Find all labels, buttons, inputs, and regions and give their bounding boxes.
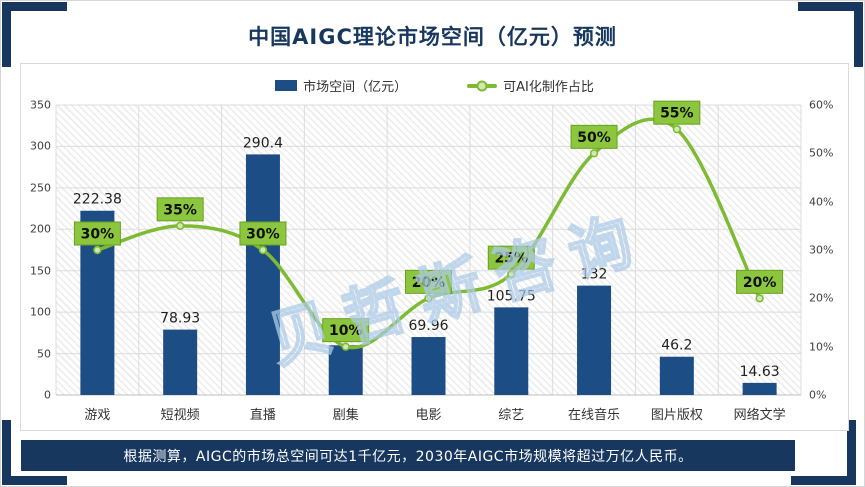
- line-marker: [589, 149, 599, 158]
- y-left-tick: 100: [30, 305, 51, 319]
- bar-剧集: [328, 345, 363, 395]
- bar-value-label: 78.93: [160, 311, 200, 327]
- y-right-tick: 40%: [809, 195, 834, 209]
- legend-item-market-space: 市场空间（亿元）: [275, 76, 407, 95]
- y-left-tick: 50: [37, 347, 51, 361]
- pct-label: 25%: [495, 251, 529, 267]
- pct-label: 10%: [329, 323, 363, 339]
- x-category-label: 剧集: [332, 408, 359, 423]
- page-title: 中国AIGC理论市场空间（亿元）预测: [248, 25, 617, 49]
- bar-value-label: 105.75: [487, 288, 536, 304]
- footer-text: 根据测算，AIGC的市场总空间可达1千亿元，2030年AIGC市场规模将超过万亿…: [123, 448, 693, 465]
- y-axis-left: 0 50 100 150 200 250 300 350: [21, 99, 51, 402]
- pct-label-box: [322, 318, 370, 343]
- y-right-tick: 0%: [809, 388, 827, 402]
- y-left-tick: 150: [30, 264, 51, 278]
- chart-panel: 市场空间（亿元） 可AI化制作占比 0 50 100 150 200 250 300 350 …: [20, 63, 849, 431]
- y-right-tick: 10%: [809, 340, 834, 354]
- bar-series-swatch-icon: [275, 80, 298, 91]
- pct-label-box: [736, 269, 784, 294]
- x-category-label: 在线音乐: [568, 408, 621, 423]
- x-category-label: 电影: [415, 408, 442, 423]
- x-axis: 游戏 短视频 直播 剧集 电影 综艺 在线音乐 图片版权 网络文学: [56, 404, 801, 424]
- y-left-tick: 300: [30, 139, 51, 153]
- plot-area: 222.38 78.93 290.4 69.96 105.75 132 46.2 14.63 3…: [55, 100, 802, 396]
- line-marker: [258, 245, 268, 255]
- pct-label: 50%: [577, 130, 611, 146]
- y-left-tick: 0: [44, 388, 51, 402]
- line-marker: [755, 294, 764, 303]
- y-right-tick: 30%: [809, 243, 834, 257]
- corner-bracket-top-right: [798, 2, 863, 67]
- chart-legend: 市场空间（亿元） 可AI化制作占比: [21, 76, 848, 95]
- x-category-label: 网络文学: [733, 408, 786, 423]
- bar-电影: [411, 337, 446, 395]
- bar-value-label: 46.2: [661, 338, 692, 354]
- bar-value-label: 132: [581, 267, 608, 283]
- line-marker: [93, 245, 102, 255]
- footer-band: 根据测算，AIGC的市场总空间可达1千亿元，2030年AIGC市场规模将超过万亿…: [21, 440, 795, 471]
- y-left-tick: 200: [30, 222, 51, 236]
- y-left-tick: 350: [30, 98, 51, 112]
- line-marker: [424, 294, 433, 303]
- x-category-label: 短视频: [160, 408, 200, 423]
- pct-label-box: [73, 221, 121, 246]
- bar-value-label: 69.96: [408, 318, 448, 334]
- y-right-tick: 20%: [809, 291, 834, 305]
- corner-bracket-bottom-left: [2, 420, 67, 485]
- line-marker: [341, 342, 350, 351]
- line-marker: [672, 124, 682, 134]
- line-series-swatch-icon: [467, 80, 498, 91]
- pct-label: 20%: [412, 275, 446, 291]
- corner-bracket-top-left: [2, 2, 67, 67]
- bar-综艺: [494, 307, 529, 395]
- legend-item-ai-ratio: 可AI化制作占比: [467, 76, 594, 95]
- bar-图片版权: [659, 356, 694, 395]
- bar-网络文学: [742, 382, 777, 395]
- bar-value-label: 14.63: [740, 364, 780, 380]
- legend-line-label: 可AI化制作占比: [503, 80, 594, 95]
- pct-label-box: [156, 197, 204, 222]
- legend-bar-label: 市场空间（亿元）: [303, 80, 408, 95]
- x-category-label: 游戏: [84, 408, 111, 423]
- x-category-label: 图片版权: [650, 408, 703, 423]
- pct-label-box: [487, 245, 535, 270]
- y-axis-right: 0% 10% 20% 30% 40% 50% 60%: [809, 99, 849, 402]
- pct-label: 30%: [246, 227, 280, 243]
- pct-label-box: [570, 124, 618, 149]
- x-category-label: 直播: [249, 408, 276, 423]
- pct-label: 35%: [163, 202, 197, 218]
- bar-在线音乐: [577, 285, 612, 395]
- combo-chart: 222.38 78.93 290.4 69.96 105.75 132 46.2 14.63 3…: [55, 100, 802, 396]
- bar-直播: [245, 154, 280, 395]
- line-marker: [507, 269, 516, 279]
- pct-label: 30%: [81, 227, 115, 243]
- x-category-label: 综艺: [498, 408, 525, 423]
- bar-短视频: [163, 329, 198, 395]
- bar-value-label: 290.4: [243, 135, 283, 151]
- y-right-tick: 50%: [809, 146, 834, 160]
- bar-value-label: 222.38: [73, 192, 122, 208]
- y-right-tick: 60%: [809, 98, 834, 112]
- line-marker: [175, 221, 185, 231]
- pct-label: 20%: [743, 275, 777, 291]
- pct-label-box: [653, 100, 701, 125]
- pct-label-box: [239, 221, 287, 246]
- pct-label: 55%: [660, 106, 694, 122]
- corner-bracket-bottom-right: [791, 420, 856, 485]
- y-left-tick: 250: [30, 181, 51, 195]
- pct-label-box: [405, 269, 452, 294]
